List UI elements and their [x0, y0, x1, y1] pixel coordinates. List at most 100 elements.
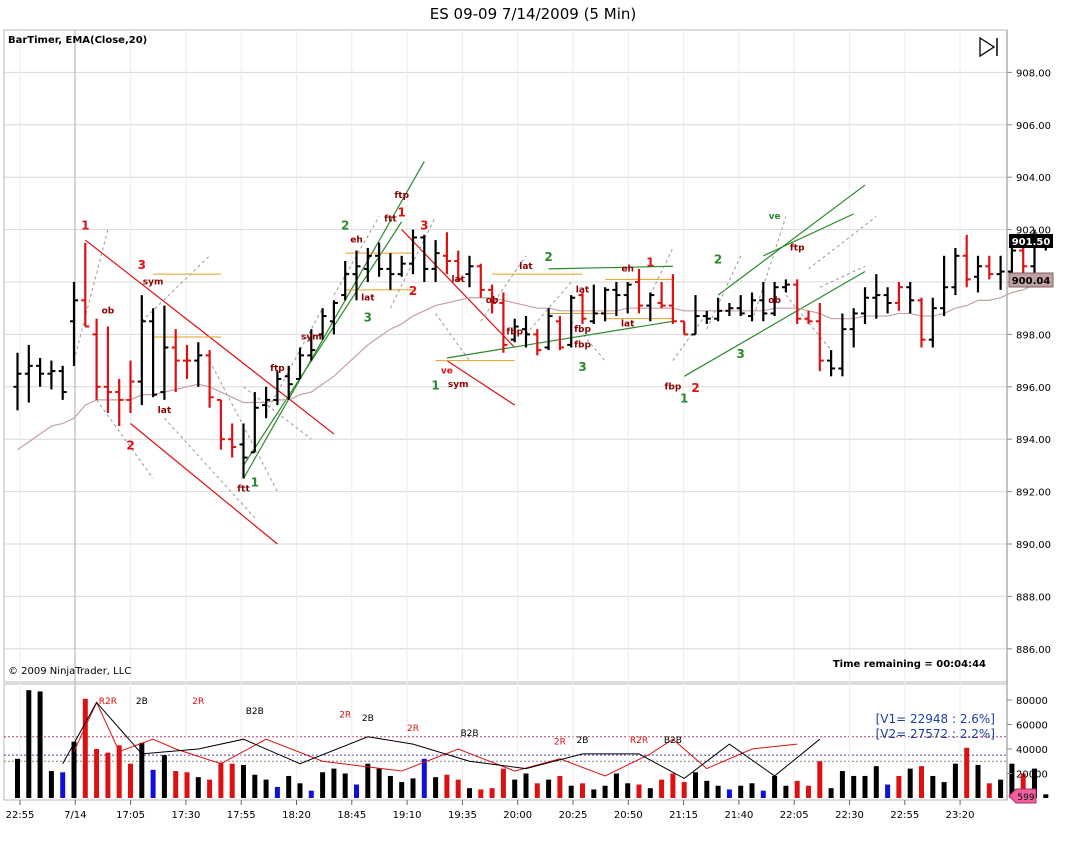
ohlc-bar	[476, 263, 485, 298]
pattern-annotation: 2	[341, 219, 349, 233]
ohlc-bar	[714, 297, 723, 322]
pattern-annotation: lat	[621, 320, 635, 330]
ohlc-bar	[872, 274, 881, 319]
volume-bar	[952, 763, 958, 798]
volume-bar	[320, 772, 326, 798]
volume-axis: 80000 60000 40000 20000	[1007, 696, 1048, 781]
ohlc-bar	[115, 378, 124, 427]
volume-bar	[591, 789, 597, 798]
ohlc-bar	[510, 318, 519, 343]
price-tick-label: 906.00	[1016, 121, 1051, 132]
indicator-label: BarTimer, EMA(Close,20)	[8, 35, 147, 46]
time-tick-label: 17:30	[171, 810, 200, 821]
price-tick-label: 908.00	[1016, 68, 1051, 79]
volume-bar	[1020, 773, 1026, 798]
pattern-annotation: ftp	[790, 244, 805, 254]
volume-bar	[478, 789, 484, 798]
volume-pattern-label: 2R	[407, 724, 419, 734]
pattern-annotation: ftp	[270, 364, 285, 374]
time-tick-label: 21:15	[669, 810, 698, 821]
pattern-annotation: fbp	[574, 341, 591, 351]
volume-tick-label: 80000	[1016, 696, 1048, 707]
ohlc-bar	[567, 295, 576, 348]
volume-bar	[568, 785, 574, 798]
price-panel	[3, 29, 1008, 683]
pattern-annotation: 2	[544, 250, 552, 264]
price-tick-label: 896.00	[1016, 383, 1051, 394]
pattern-annotation: 2	[409, 284, 417, 298]
uptrend-channel-3-upper-2	[763, 213, 854, 257]
volume-bar	[749, 783, 755, 798]
pattern-annotation: ve	[769, 212, 781, 222]
time-tick-label: 17:05	[116, 810, 145, 821]
ohlc-bar	[296, 347, 304, 380]
guide-line	[808, 216, 877, 270]
volume-bar	[523, 773, 529, 798]
volume-bar	[907, 768, 913, 798]
play-icon[interactable]	[979, 36, 998, 58]
volume-pattern-label: 2B	[136, 697, 148, 707]
ohlc-bar	[940, 255, 949, 317]
grid-lines	[4, 30, 1007, 800]
volume-bar	[274, 786, 280, 798]
ohlc-bar	[442, 232, 451, 275]
ohlc-bar	[420, 234, 429, 282]
ohlc-bar	[183, 344, 191, 379]
guide-line	[389, 216, 437, 309]
volume-bar	[1043, 794, 1049, 798]
ohlc-bar	[262, 386, 271, 419]
price-tick-label: 890.00	[1016, 540, 1051, 551]
time-remaining: Time remaining = 00:04:44	[833, 659, 986, 670]
sideways-channel-upper	[548, 265, 673, 270]
ohlc-bar	[205, 350, 214, 408]
ohlc-bar	[409, 229, 417, 275]
volume-bar	[941, 782, 947, 798]
pattern-annotation: 1	[680, 392, 688, 406]
pattern-annotation: eh	[621, 265, 634, 275]
ohlc-bar	[668, 274, 677, 324]
volume-bar	[873, 766, 879, 798]
time-tick-label: 7/14	[64, 810, 86, 821]
volume-bar	[681, 782, 687, 798]
volume-bar	[252, 774, 258, 798]
volume-bar	[82, 698, 88, 798]
pattern-annotation: 1	[251, 475, 259, 489]
pattern-annotation: ve	[441, 367, 453, 377]
volume-bar	[896, 775, 902, 798]
volume-bar	[241, 764, 246, 798]
ohlc-bar	[635, 268, 643, 314]
volume-bar	[48, 771, 54, 798]
volume-zigzag-black	[62, 701, 821, 779]
volume-bar	[919, 766, 924, 798]
volume-bar	[930, 775, 936, 798]
ohlc-bar	[363, 247, 372, 282]
ohlc-bar	[465, 255, 474, 288]
pattern-annotation: sym	[448, 380, 469, 390]
time-tick-label: 22:55	[890, 810, 919, 821]
ohlc-bar	[793, 279, 802, 324]
ema-line	[17, 281, 1046, 451]
pattern-annotation: eh	[350, 236, 363, 246]
ohlc-bar	[160, 305, 169, 400]
volume-bar	[964, 747, 970, 798]
volume-pattern-label: 2R	[192, 697, 204, 707]
volume-bar	[365, 763, 371, 798]
pattern-annotation: fbp	[664, 382, 681, 392]
volume-bar	[602, 785, 608, 798]
volume-bar	[659, 779, 665, 798]
pattern-annotation: 1	[646, 255, 654, 269]
time-tick-label: 19:10	[393, 810, 422, 821]
ohlc-bar	[36, 357, 45, 387]
volume-bar	[557, 775, 563, 798]
pattern-annotation: 2	[691, 381, 699, 395]
time-tick-label: 22:05	[780, 810, 809, 821]
downtrend-channel-2-lower	[446, 360, 516, 406]
time-axis: 22:55 7/14 17:05 17:30 17:55 18:20 18:45 19:10 1…	[6, 800, 975, 821]
time-tick-label: 17:55	[227, 810, 256, 821]
pattern-annotation: ob	[102, 306, 115, 316]
guide-line	[819, 265, 866, 288]
pattern-annotation: 3	[737, 347, 745, 361]
ohlc-bar	[522, 316, 530, 348]
